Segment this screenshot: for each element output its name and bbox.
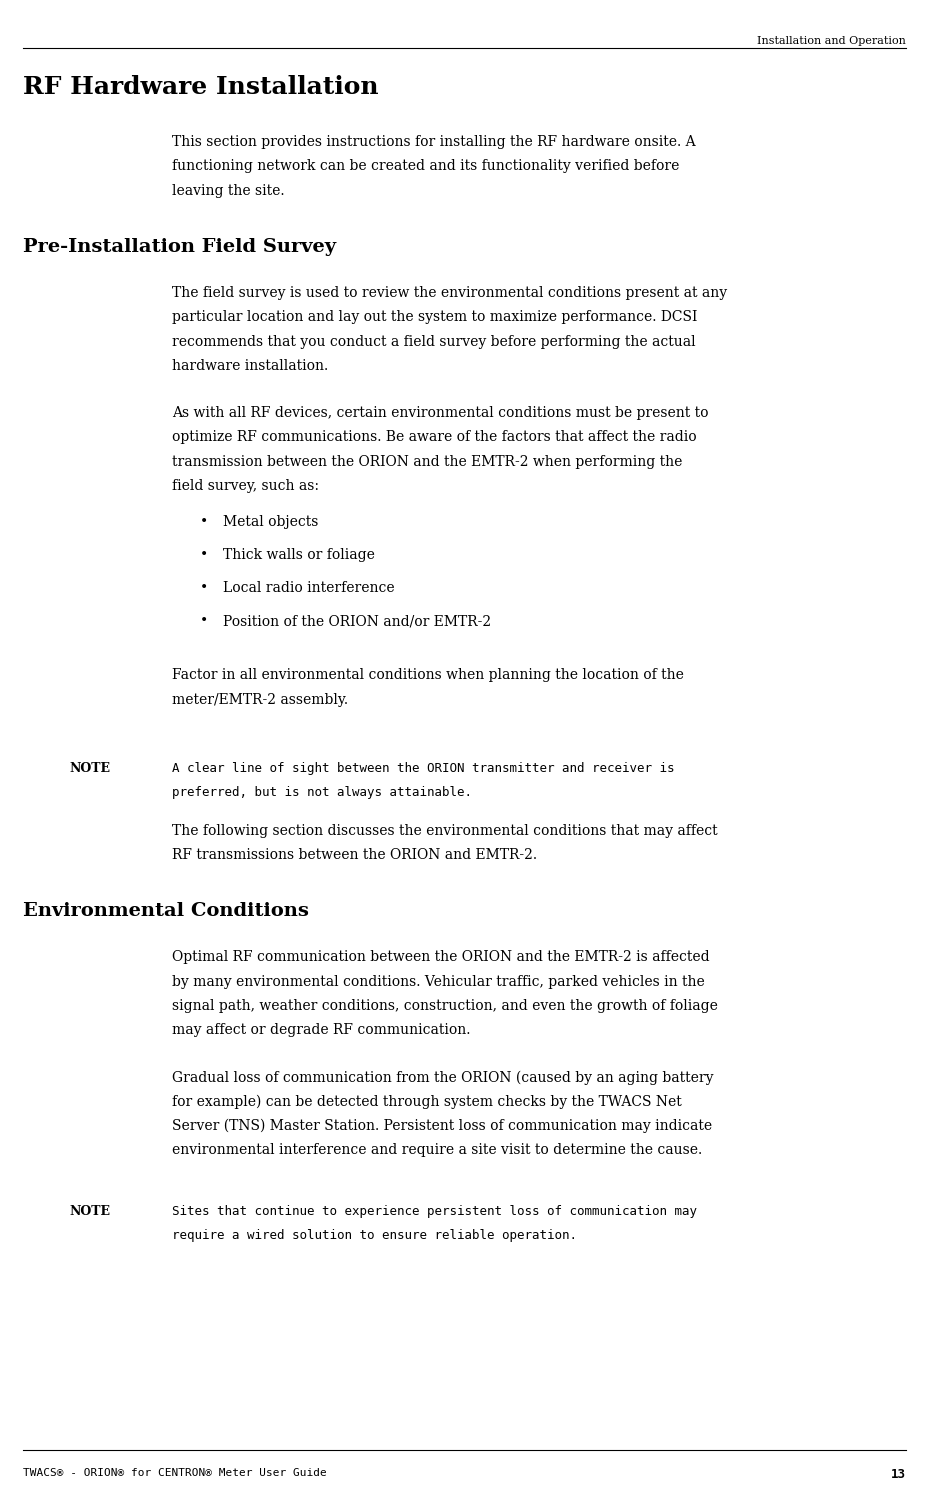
Text: meter/EMTR-2 assembly.: meter/EMTR-2 assembly. bbox=[172, 692, 348, 707]
Text: RF transmissions between the ORION and EMTR-2.: RF transmissions between the ORION and E… bbox=[172, 848, 536, 862]
Text: NOTE: NOTE bbox=[70, 1205, 110, 1217]
Text: As with all RF devices, certain environmental conditions must be present to: As with all RF devices, certain environm… bbox=[172, 405, 708, 420]
Text: signal path, weather conditions, construction, and even the growth of foliage: signal path, weather conditions, constru… bbox=[172, 1000, 717, 1013]
Text: environmental interference and require a site visit to determine the cause.: environmental interference and require a… bbox=[172, 1144, 702, 1157]
Text: optimize RF communications. Be aware of the factors that affect the radio: optimize RF communications. Be aware of … bbox=[172, 431, 696, 444]
Text: recommends that you conduct a field survey before performing the actual: recommends that you conduct a field surv… bbox=[172, 335, 695, 348]
Text: Position of the ORION and/or EMTR-2: Position of the ORION and/or EMTR-2 bbox=[223, 614, 491, 629]
Text: Gradual loss of communication from the ORION (caused by an aging battery: Gradual loss of communication from the O… bbox=[172, 1070, 713, 1085]
Text: The following section discusses the environmental conditions that may affect: The following section discusses the envi… bbox=[172, 824, 716, 838]
Text: may affect or degrade RF communication.: may affect or degrade RF communication. bbox=[172, 1024, 470, 1037]
Text: Local radio interference: Local radio interference bbox=[223, 581, 394, 596]
Text: Factor in all environmental conditions when planning the location of the: Factor in all environmental conditions w… bbox=[172, 668, 683, 683]
Text: Optimal RF communication between the ORION and the EMTR-2 is affected: Optimal RF communication between the ORI… bbox=[172, 950, 709, 965]
Text: Server (TNS) Master Station. Persistent loss of communication may indicate: Server (TNS) Master Station. Persistent … bbox=[172, 1118, 711, 1133]
Text: The field survey is used to review the environmental conditions present at any: The field survey is used to review the e… bbox=[172, 287, 727, 300]
Text: Environmental Conditions: Environmental Conditions bbox=[23, 902, 309, 920]
Text: transmission between the ORION and the EMTR-2 when performing the: transmission between the ORION and the E… bbox=[172, 455, 681, 468]
Text: particular location and lay out the system to maximize performance. DCSI: particular location and lay out the syst… bbox=[172, 311, 697, 324]
Text: RF Hardware Installation: RF Hardware Installation bbox=[23, 75, 379, 99]
Text: leaving the site.: leaving the site. bbox=[172, 183, 284, 198]
Text: Installation and Operation: Installation and Operation bbox=[756, 36, 905, 47]
Text: by many environmental conditions. Vehicular traffic, parked vehicles in the: by many environmental conditions. Vehicu… bbox=[172, 974, 703, 989]
Text: •: • bbox=[200, 614, 208, 629]
Text: Sites that continue to experience persistent loss of communication may: Sites that continue to experience persis… bbox=[172, 1205, 696, 1217]
Text: for example) can be detected through system checks by the TWACS Net: for example) can be detected through sys… bbox=[172, 1094, 681, 1109]
Text: •: • bbox=[200, 515, 208, 530]
Text: •: • bbox=[200, 581, 208, 596]
Text: 13: 13 bbox=[890, 1468, 905, 1481]
Text: Thick walls or foliage: Thick walls or foliage bbox=[223, 548, 374, 563]
Text: This section provides instructions for installing the RF hardware onsite. A: This section provides instructions for i… bbox=[172, 135, 695, 149]
Text: Metal objects: Metal objects bbox=[223, 515, 318, 530]
Text: preferred, but is not always attainable.: preferred, but is not always attainable. bbox=[172, 787, 471, 799]
Text: •: • bbox=[200, 548, 208, 563]
Text: require a wired solution to ensure reliable operation.: require a wired solution to ensure relia… bbox=[172, 1229, 576, 1243]
Text: A clear line of sight between the ORION transmitter and receiver is: A clear line of sight between the ORION … bbox=[172, 763, 674, 775]
Text: functioning network can be created and its functionality verified before: functioning network can be created and i… bbox=[172, 159, 678, 174]
Text: NOTE: NOTE bbox=[70, 763, 110, 775]
Text: Pre-Installation Field Survey: Pre-Installation Field Survey bbox=[23, 239, 336, 257]
Text: TWACS® - ORION® for CENTRON® Meter User Guide: TWACS® - ORION® for CENTRON® Meter User … bbox=[23, 1468, 327, 1478]
Text: hardware installation.: hardware installation. bbox=[172, 359, 328, 374]
Text: field survey, such as:: field survey, such as: bbox=[172, 479, 318, 492]
